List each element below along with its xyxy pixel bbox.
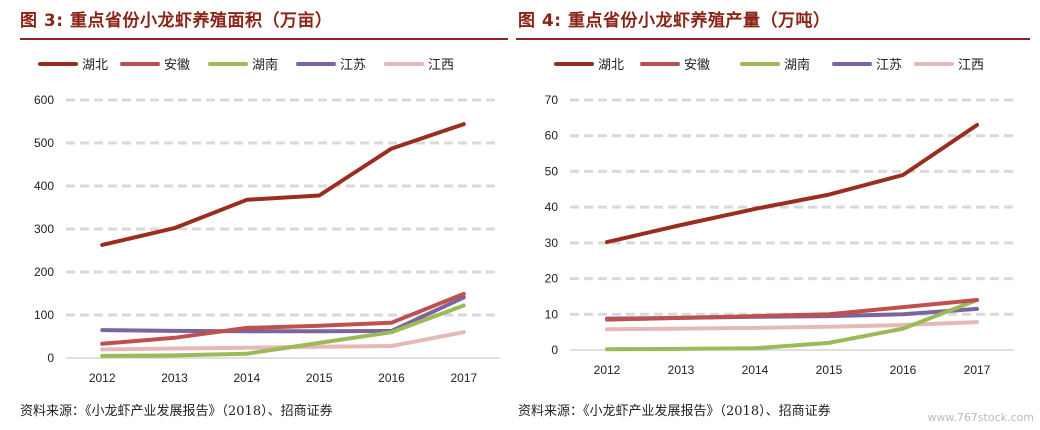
x-tick-label: 2013 <box>668 363 695 377</box>
legend-label: 湖南 <box>252 57 278 73</box>
title-divider <box>516 38 1030 40</box>
source-note: 资料来源：《小龙虾产业发展报告》（2018）、招商证券 <box>20 404 333 419</box>
legend-label: 江苏 <box>340 57 366 73</box>
figure-title: 图 3: 重点省份小龙虾养殖面积（万亩） <box>20 6 332 31</box>
chart-panel-area: 图 3: 重点省份小龙虾养殖面积（万亩） 0 100 200 300 400 500 600… <box>0 0 508 430</box>
figure-title: 图 4: 重点省份小龙虾养殖产量（万吨） <box>518 6 830 31</box>
y-tick-label: 200 <box>34 265 54 279</box>
x-tick-label: 2015 <box>306 371 333 385</box>
y-tick-label: 10 <box>545 307 559 321</box>
x-tick-label: 2016 <box>378 371 405 385</box>
y-tick-label: 40 <box>545 200 559 214</box>
y-tick-label: 500 <box>34 136 54 150</box>
chart-title: 重点省份小龙虾养殖产量（万吨） <box>567 11 831 31</box>
x-tick-label: 2012 <box>594 363 621 377</box>
x-tick-label: 2017 <box>964 363 991 377</box>
x-tick-label: 2015 <box>816 363 843 377</box>
title-divider <box>20 38 508 40</box>
area-line-chart: 0 100 200 300 400 500 600 2012 2013 2014 2015 2016 2… <box>34 57 500 385</box>
legend-label: 湖北 <box>82 58 108 73</box>
y-tick-label: 0 <box>551 343 558 357</box>
series-line <box>605 298 979 322</box>
series-line <box>605 123 979 245</box>
y-tick-label: 300 <box>34 222 54 236</box>
chart-panel-output: 图 4: 重点省份小龙虾养殖产量（万吨） 0 10 20 30 40 50 60 70 2012… <box>514 0 1034 430</box>
series-line <box>605 298 979 352</box>
legend-label: 安徽 <box>684 58 710 73</box>
legend-label: 湖北 <box>598 58 624 73</box>
x-tick-label: 2013 <box>161 371 188 385</box>
series-line <box>100 303 466 358</box>
y-tick-label: 50 <box>545 164 559 178</box>
legend-label: 江西 <box>958 58 984 73</box>
legend-label: 江苏 <box>876 57 902 73</box>
chart-title: 重点省份小龙虾养殖面积（万亩） <box>69 11 333 31</box>
y-tick-label: 600 <box>34 93 54 107</box>
x-tick-label: 2014 <box>233 371 260 385</box>
source-note: 资料来源：《小龙虾产业发展报告》（2018）、招商证券 <box>518 404 831 419</box>
legend-label: 湖南 <box>784 57 810 73</box>
y-tick-label: 30 <box>545 236 559 250</box>
x-tick-label: 2017 <box>450 371 477 385</box>
figure-label: 图 3: <box>20 11 64 31</box>
y-tick-label: 20 <box>545 272 559 286</box>
y-tick-label: 70 <box>545 93 559 107</box>
x-tick-label: 2012 <box>89 371 116 385</box>
y-tick-label: 60 <box>545 129 559 143</box>
y-tick-label: 400 <box>34 179 54 193</box>
watermark: www.767stock.com <box>927 411 1034 424</box>
series-line <box>100 122 466 247</box>
series-line <box>100 291 466 346</box>
x-tick-label: 2014 <box>742 363 769 377</box>
output-line-chart: 0 10 20 30 40 50 60 70 2012 2013 2014 2015 2016 2017 湖… <box>545 57 1014 377</box>
series-line <box>100 295 466 334</box>
y-tick-label: 100 <box>34 308 54 322</box>
figure-label: 图 4: <box>518 11 562 31</box>
legend-label: 安徽 <box>164 58 190 73</box>
legend-label: 江西 <box>428 58 454 73</box>
y-tick-label: 0 <box>47 351 54 365</box>
x-tick-label: 2016 <box>890 363 917 377</box>
